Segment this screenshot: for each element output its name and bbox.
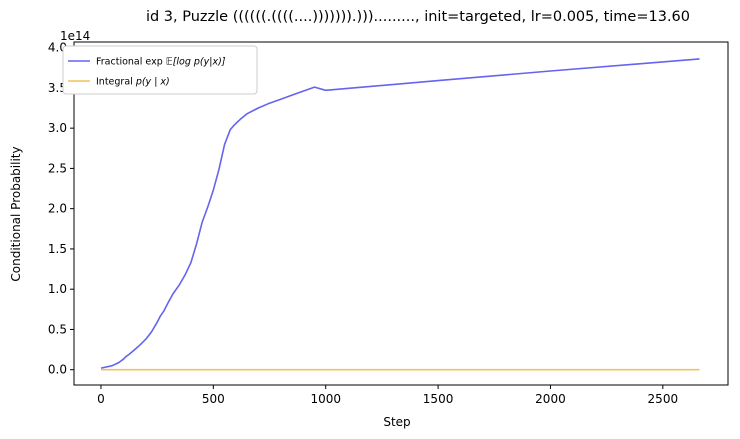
series-line-1 [100,58,700,369]
y-tick-label: 3.0 [48,121,67,135]
x-axis-label: Step [383,415,410,429]
x-tick-label: 0 [97,392,105,406]
y-axis-label: Conditional Probability [9,146,23,281]
y-tick-label: 3.5 [48,81,67,95]
x-tick-label: 2500 [648,392,679,406]
y-tick-label: 0.0 [48,363,67,377]
x-axis-ticks: 0 500 1000 1500 2000 2500 [97,385,678,406]
y-tick-label: 1.5 [48,242,67,256]
series-lines [100,58,700,371]
legend: Fractional exp 𝔼[log p(y|x)] Integral p(y… [62,45,258,95]
plot-frame [73,41,729,386]
y-axis-offset-label: 1e14 [60,29,90,43]
y-tick-label: 1.0 [48,282,67,296]
y-axis-ticks: 0.0 0.5 1.0 1.5 2.0 2.5 3.0 3.5 4.0 [48,41,74,377]
legend-label-2: Integral p(y | x) [96,77,170,88]
y-tick-label: 2.5 [48,161,67,175]
y-tick-label: 4.0 [48,41,67,55]
chart-title: id 3, Puzzle ((((((.((((....))))))).))).… [146,9,690,25]
x-tick-label: 1500 [423,392,454,406]
y-tick-label: 0.5 [48,322,67,336]
x-tick-label: 2000 [535,392,566,406]
x-tick-label: 500 [202,392,225,406]
legend-entries: Fractional exp 𝔼[log p(y|x)] Integral p(y… [68,57,226,88]
x-tick-label: 1000 [310,392,341,406]
legend-box [62,45,258,95]
legend-label-1: Fractional exp 𝔼[log p(y|x)] [96,57,226,68]
y-tick-label: 2.0 [48,202,67,216]
